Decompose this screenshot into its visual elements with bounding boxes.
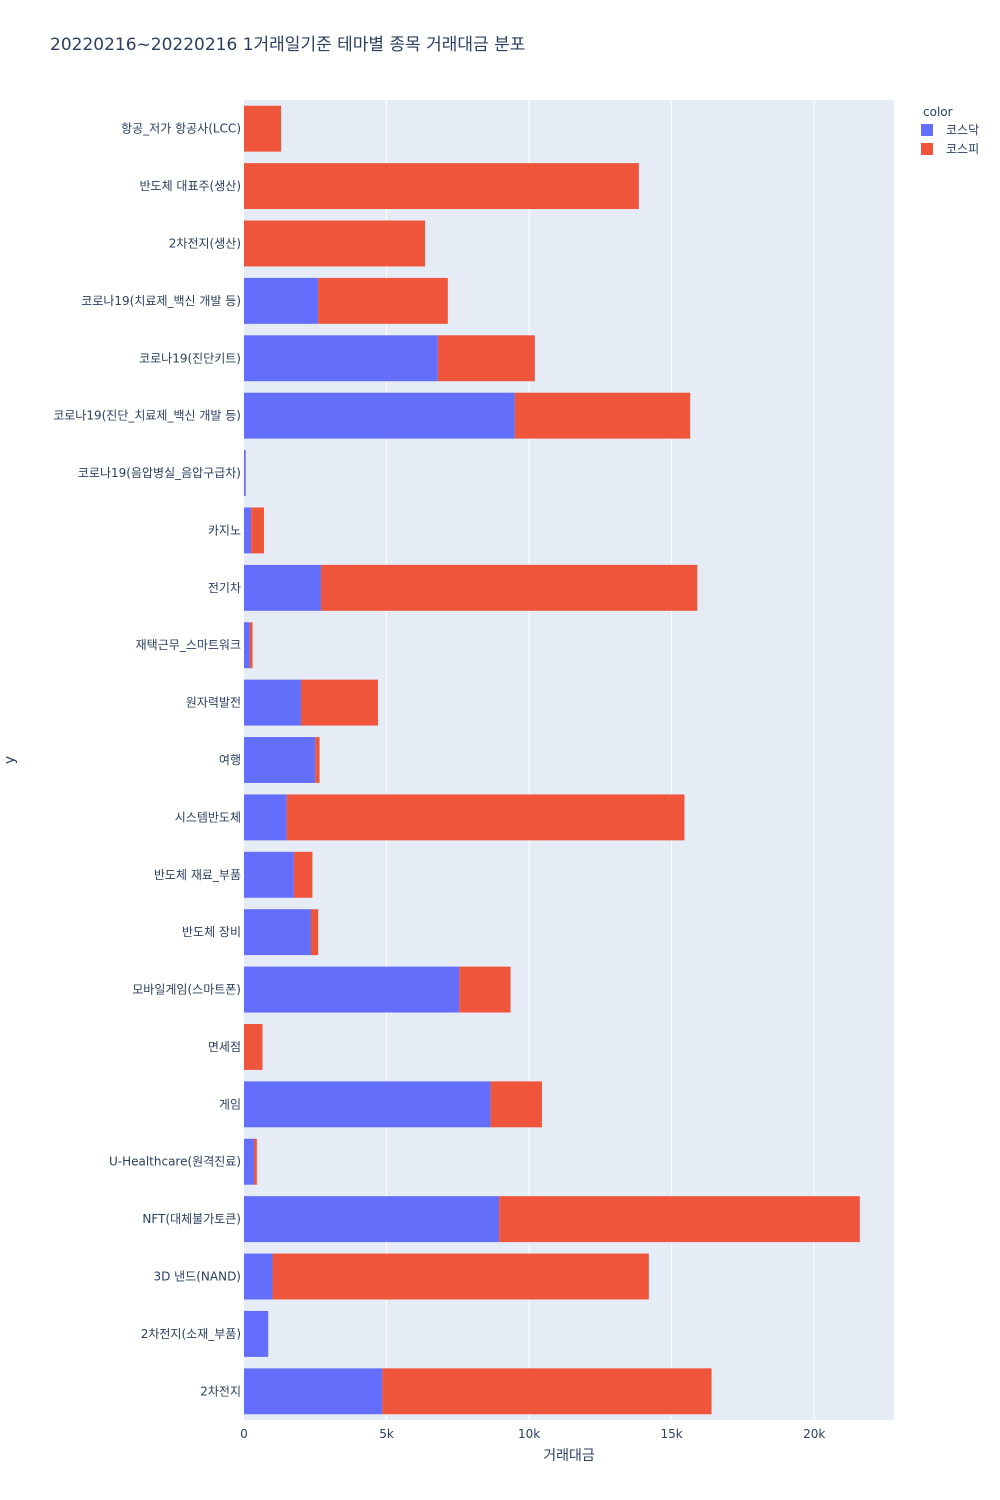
bar-segment	[244, 163, 639, 210]
bar-segment	[244, 564, 321, 611]
bar-segment	[244, 450, 246, 496]
y-tick-label: 여행	[219, 752, 241, 767]
y-tick-label: NFT(대체불가토큰)	[142, 1212, 241, 1226]
y-tick-label: 반도체 재료_부품	[154, 868, 241, 882]
bar-segment	[244, 392, 515, 439]
bar-segment	[320, 564, 698, 611]
bar-segment	[272, 1253, 649, 1300]
y-tick-label: 시스템반도체	[175, 810, 241, 824]
x-tick-labels: 0 5k 10k 15k 20k	[240, 1427, 825, 1441]
y-tick-label: 코로나19(음압병실_음압구급차)	[78, 466, 241, 480]
bar-segment	[286, 794, 685, 841]
bar-segment	[382, 1368, 712, 1415]
legend-title: color	[923, 105, 953, 119]
y-axis-title: y	[2, 756, 18, 764]
legend-swatch	[921, 124, 933, 136]
bar-segment	[490, 1081, 542, 1128]
y-tick-label: 원자력발전	[186, 696, 241, 710]
bar-segment	[293, 851, 313, 898]
bar-segment	[244, 105, 282, 152]
bar-segment	[244, 220, 426, 267]
x-tick-label: 15k	[661, 1427, 683, 1441]
bar-segment	[244, 622, 250, 669]
y-tick-label: 3D 낸드(NAND)	[153, 1270, 241, 1284]
bar-segment	[244, 794, 287, 841]
bar-segment	[459, 966, 511, 1013]
bars	[244, 105, 860, 1415]
y-tick-label: 2차전지(소재_부품)	[141, 1327, 241, 1341]
bar-segment	[244, 507, 252, 554]
bar-segment	[244, 909, 311, 956]
y-tick-label: 모바일게임(스마트폰)	[132, 983, 241, 997]
y-tick-label: 반도체 장비	[182, 925, 241, 939]
bar-segment	[244, 737, 316, 783]
x-axis-title: 거래대금	[543, 1448, 595, 1464]
bar-segment	[251, 507, 264, 554]
legend-label: 코스닥	[946, 123, 979, 137]
legend-label: 코스피	[946, 142, 979, 156]
y-tick-label: 코로나19(진단키트)	[139, 351, 241, 365]
y-tick-label: 2차전지	[200, 1384, 241, 1398]
y-tick-label: 전기차	[208, 581, 241, 595]
y-tick-labels: 항공_저가 항공사(LCC) 반도체 대표주(생산) 2차전지(생산) 코로나19(치…	[53, 122, 241, 1399]
bar-segment	[244, 1253, 273, 1300]
bar-segment	[301, 679, 378, 726]
y-tick-label: 2차전지(생산)	[169, 236, 241, 250]
y-tick-label: 카지노	[208, 523, 241, 537]
bar-segment	[244, 335, 438, 382]
bar-segment	[310, 909, 319, 956]
legend-swatch	[921, 143, 933, 155]
x-tick-label: 20k	[803, 1427, 825, 1441]
bar-segment	[244, 966, 460, 1013]
y-tick-label: 항공_저가 항공사(LCC)	[121, 122, 241, 136]
bar-segment	[437, 335, 535, 382]
bar-segment	[514, 392, 691, 439]
bar-segment	[244, 1081, 491, 1128]
bar-segment	[244, 1196, 500, 1243]
chart-title: 20220216~20220216 1거래일기준 테마별 종목 거래대금 분포	[50, 35, 525, 55]
y-tick-label: 면세점	[208, 1040, 241, 1054]
bar-segment	[244, 1138, 254, 1185]
bar-segment	[318, 277, 448, 324]
y-tick-label: 코로나19(진단_치료제_백신 개발 등)	[53, 409, 241, 423]
bar-segment	[244, 1368, 383, 1415]
x-tick-label: 0	[240, 1427, 248, 1441]
bar-segment	[244, 1310, 269, 1357]
bar-segment	[249, 622, 253, 669]
bar-segment	[499, 1196, 860, 1243]
y-tick-label: 코로나19(치료제_백신 개발 등)	[81, 294, 241, 308]
bar-segment	[315, 737, 320, 783]
x-tick-label: 10k	[518, 1427, 540, 1441]
y-tick-label: U-Healthcare(원격진료)	[109, 1155, 241, 1169]
bar-segment	[244, 679, 302, 726]
y-tick-label: 재택근무_스마트워크	[136, 638, 241, 652]
y-tick-label: 반도체 대표주(생산)	[140, 179, 242, 193]
bar-segment	[244, 1024, 263, 1070]
bar-segment	[244, 851, 294, 898]
bar-segment	[244, 277, 319, 324]
x-tick-label: 5k	[379, 1427, 394, 1441]
bar-segment	[253, 1138, 257, 1185]
y-tick-label: 게임	[219, 1097, 241, 1111]
